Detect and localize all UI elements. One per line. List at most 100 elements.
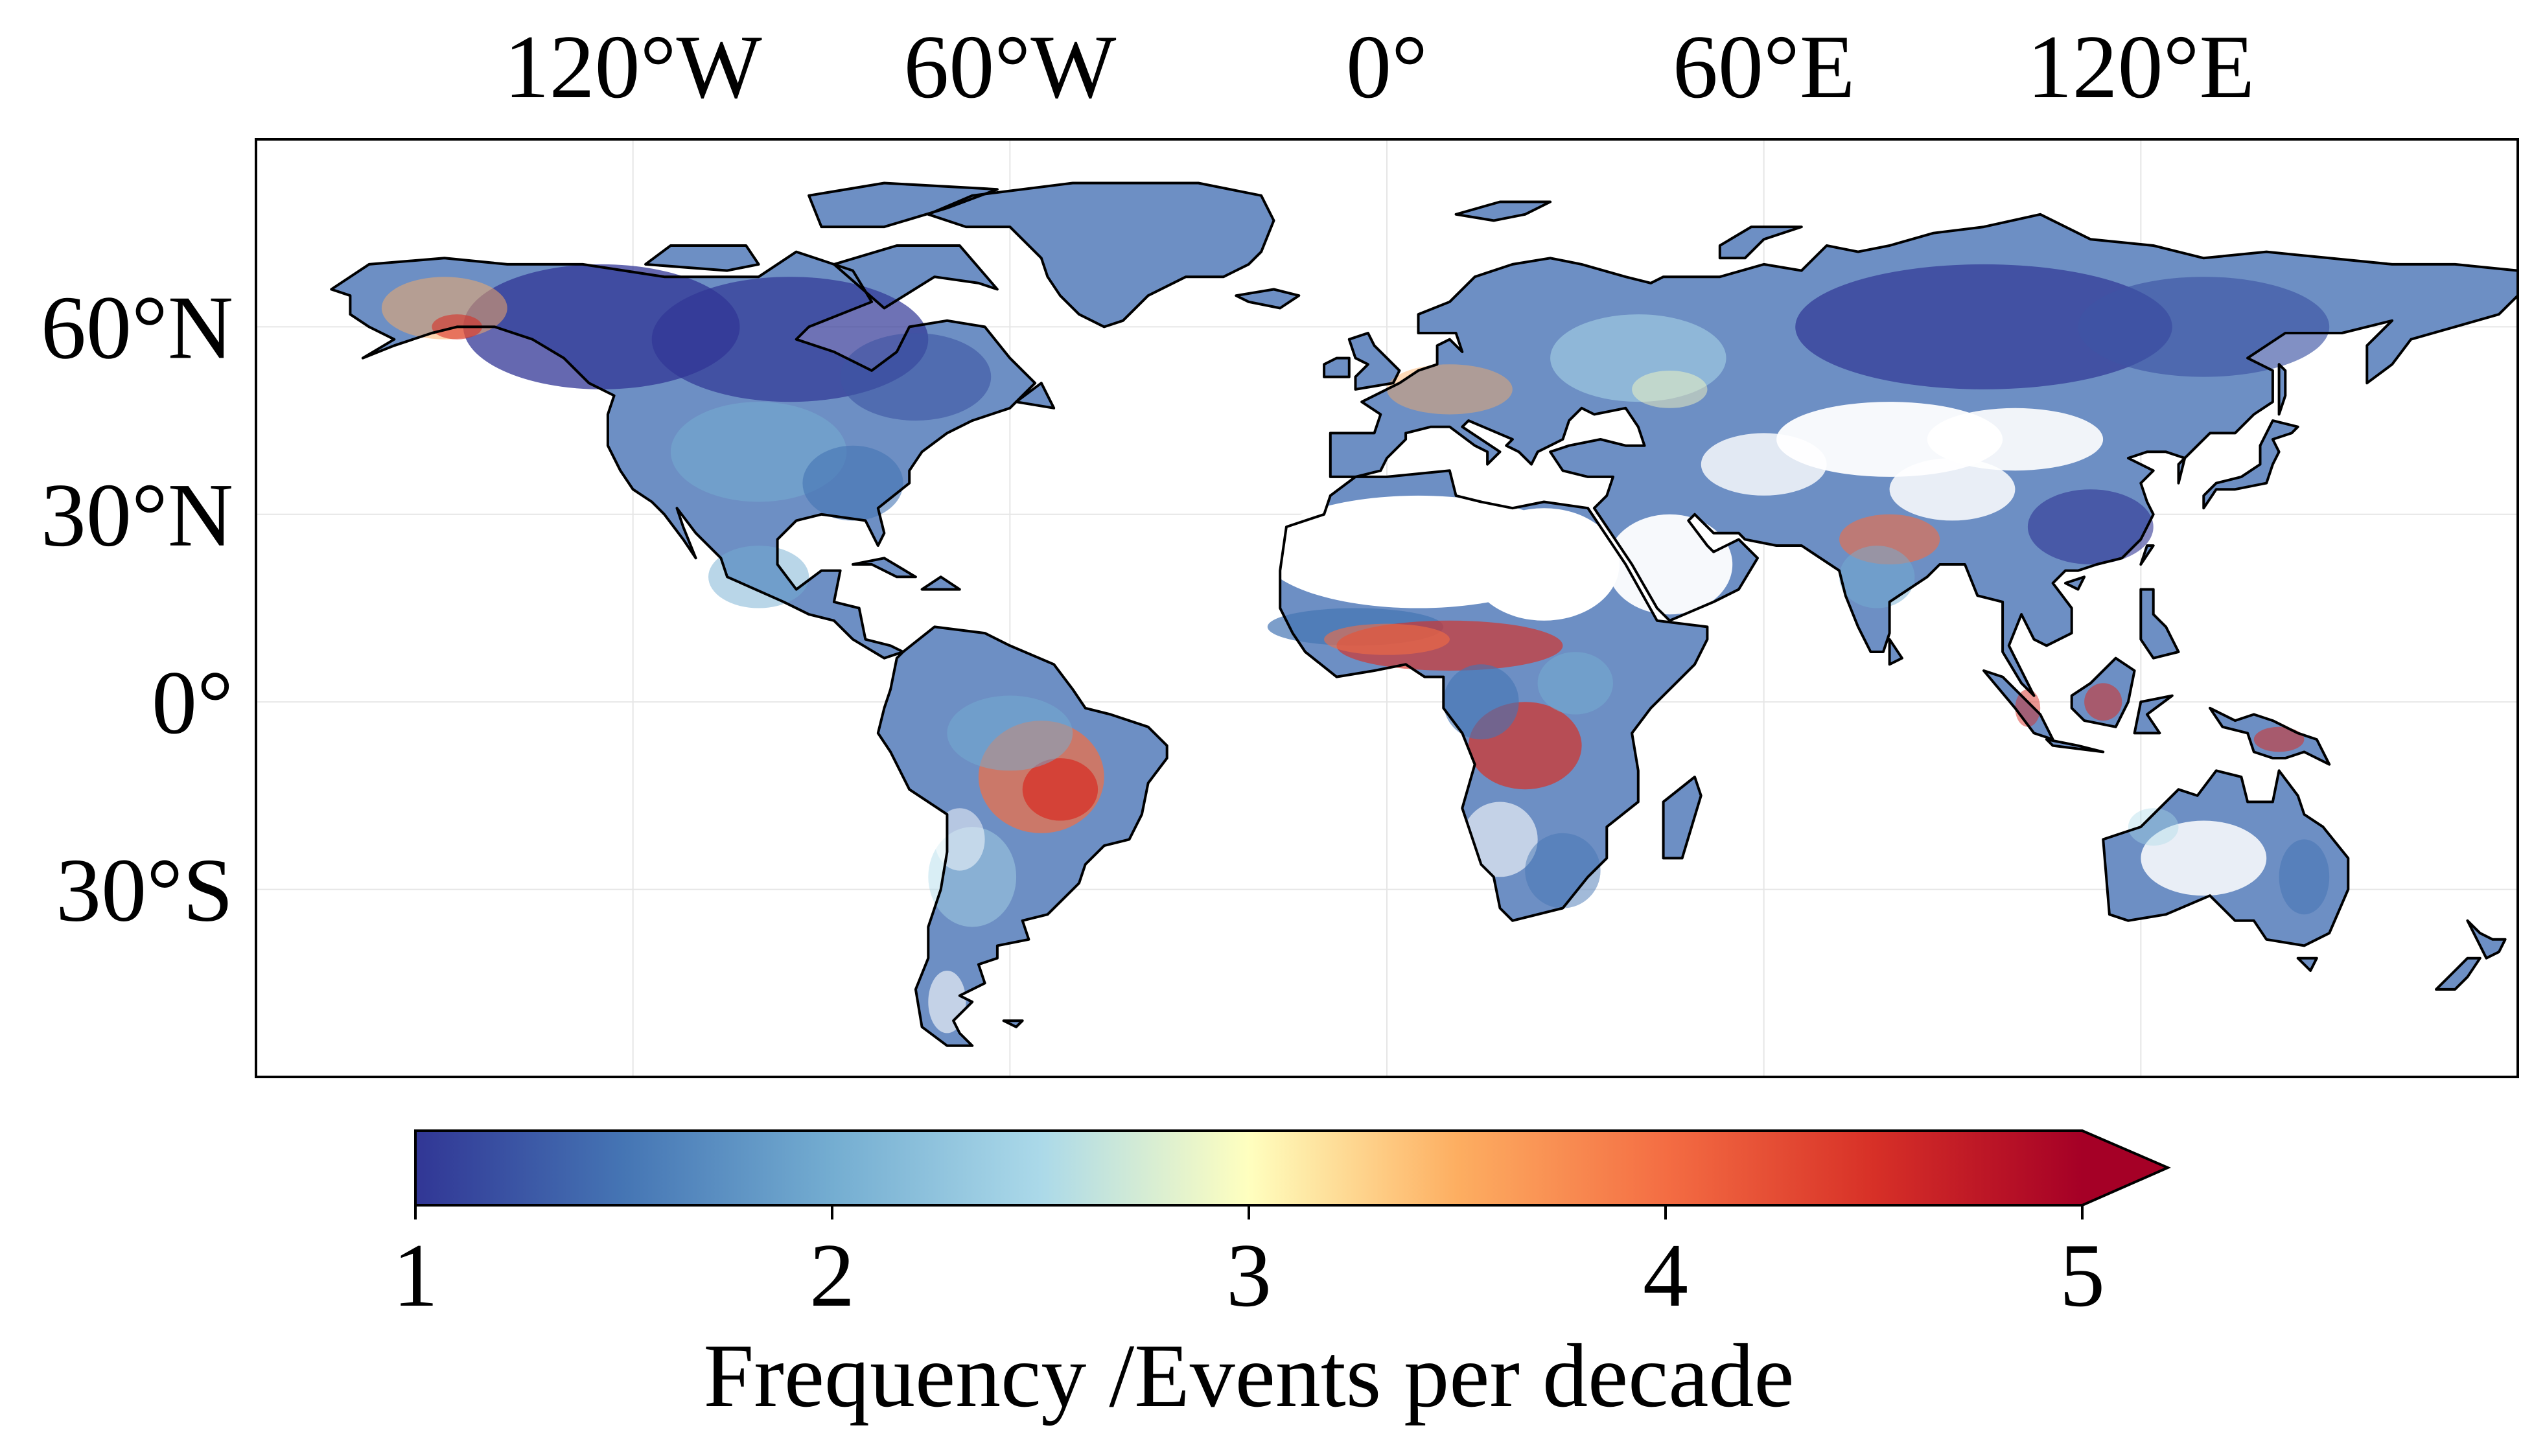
colorbar-tick-label: 5 [2060,1225,2105,1326]
land-ireland [1324,358,1349,377]
frequency-hotspot [935,808,985,871]
frequency-hotspot [947,695,1073,771]
frequency-hotspot [1462,802,1538,877]
lon-tick-label: 60°E [1673,17,1855,117]
coastline-victoria-island [644,244,760,272]
coastline-philippines [2139,588,2180,660]
colorbar-tick-label: 1 [393,1225,438,1326]
lon-tick-label: 120°W [504,17,762,117]
coastline-falklands [1002,1019,1024,1028]
coastline-newfoundland [1015,382,1056,410]
land-frequency-field [331,183,2518,1046]
coastline-java [2045,738,2105,754]
lon-tick-label: 0° [1346,17,1428,117]
coastline-britain [1347,332,1401,391]
coastline-new-zealand [2466,919,2507,960]
lat-tick-label: 60°N [41,277,233,378]
land-cuba [853,558,916,577]
coastline-ellesmere [808,181,999,229]
land-philippines [2141,589,2179,658]
frequency-hotspot [1839,546,1915,608]
lon-tick-label: 60°W [903,17,1116,117]
coastline-new-guinea [2209,706,2331,766]
frequency-hotspot [2279,839,2330,915]
frequency-hotspot [2084,683,2122,721]
colorbar-tick-label: 2 [809,1225,855,1326]
longitude-tick-labels: 120°W 60°W 0° 60°E 120°E [504,17,2255,117]
frequency-hotspot [1795,264,2172,389]
coastline-australia [2102,769,2350,947]
frequency-hotspot [2128,808,2179,846]
coastline-madagascar [1662,776,1702,860]
coastline-nz-south [2435,956,2481,991]
frequency-hotspot [1927,408,2104,471]
coastline-svalbard [1454,200,1552,222]
land-hispaniola [922,577,960,590]
frequency-hotspot [2141,820,2267,896]
coastline-hainan [2064,575,2086,591]
colorbar-tick-label: 3 [1226,1225,1272,1326]
frequency-hotspot [840,333,992,421]
land-ellesmere [809,183,997,227]
map-frame [255,138,2519,1078]
lat-tick-label: 0° [152,653,233,753]
coastline-ireland [1323,356,1351,378]
coastline-taiwan [2139,544,2155,566]
colorbar-extend-arrow [2082,1131,2168,1205]
frequency-hotspot [708,546,809,608]
land-hainan [2065,577,2085,590]
land-sakhalin [2279,364,2286,415]
colorbar-gradient [415,1131,2082,1205]
coastline-africa [1279,469,1709,922]
land-sulawesi [2134,695,2172,734]
frequency-hotspot [1525,833,1601,908]
coastline-cuba [852,557,917,579]
coastlines [330,181,2518,1047]
coastline-borneo [2070,656,2136,728]
coastline-south-america [876,625,1168,1047]
coastline-north-america [330,250,1037,660]
colorbar-tick-label: 4 [1643,1225,1688,1326]
latitude-tick-labels: 60°N 30°N 0° 30°S [41,277,233,940]
coastline-tasmania [2296,956,2318,972]
lon-tick-label: 120°E [2027,17,2255,117]
frequency-hotspot [928,971,966,1034]
frequency-hotspot [1889,458,2016,521]
frequency-hotspot [1537,652,1613,715]
frequency-hotspot [1324,623,1450,655]
coastline-greenland [927,181,1275,329]
colorbar-ticks: 1 2 3 4 5 [393,1205,2105,1326]
coastline-japan [2202,419,2299,510]
lat-tick-label: 30°N [41,465,233,566]
land-victoria-island [645,246,759,271]
land-svalbard [1456,202,1551,221]
coastline-baffin [832,244,999,310]
frequency-hotspot [2078,277,2330,377]
frequency-hotspot [1022,758,1098,821]
lat-tick-label: 30°S [56,840,233,941]
coastline-sulawesi [2133,694,2174,735]
land-madagascar [1663,777,1701,859]
map-panel [255,138,2519,1078]
colorbar-outline [414,1129,2172,1207]
frequency-hotspot [2253,726,2305,752]
frequency-hotspot [1469,508,1620,621]
land-greenland [928,183,1274,327]
coastline-sakhalin [2277,363,2287,416]
land-japan [2203,421,2298,509]
frequency-hotspot [1550,314,1726,402]
land-nz-south [2436,958,2480,989]
frequency-hotspot [1632,371,1708,408]
frequency-hotspot [2027,489,2154,564]
colorbar-label: Frequency /Events per decade [703,1326,1794,1426]
coastline-eurasia [1329,213,2518,697]
coastline-iceland [1235,288,1301,310]
coastline-novaya-zemlya [1718,225,1803,260]
frequency-hotspot [802,445,903,521]
frequency-hotspot [1387,364,1513,415]
coastline-hispaniola [920,575,961,591]
coastline-sri-lanka [1888,638,1903,666]
frequency-hotspot [1443,664,1519,740]
land-britain [1349,333,1400,389]
